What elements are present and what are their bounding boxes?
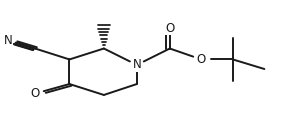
Text: N: N: [3, 34, 12, 47]
Text: O: O: [197, 53, 206, 66]
Text: O: O: [165, 22, 175, 34]
Text: O: O: [31, 87, 40, 100]
Text: N: N: [132, 58, 141, 71]
